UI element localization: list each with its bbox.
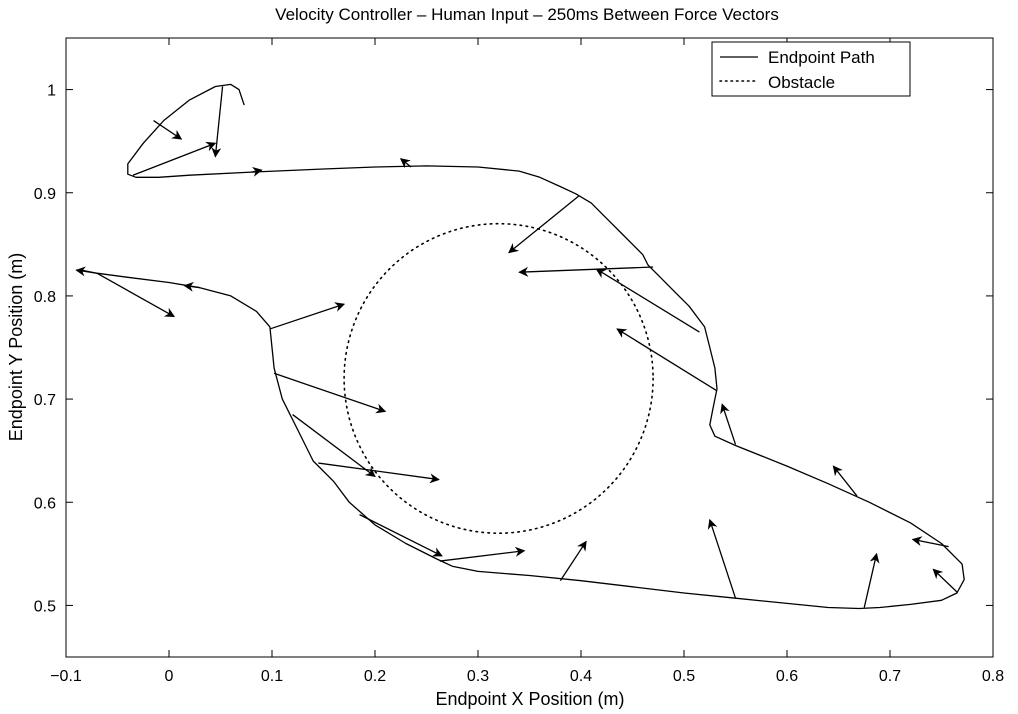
force-vector-arrow: [559, 540, 587, 582]
force-vector-arrow: [595, 268, 700, 333]
obstacle-circle: [343, 222, 654, 535]
legend-label-endpoint-path: Endpoint Path: [768, 48, 875, 67]
obstacle-layer: [343, 222, 654, 535]
x-tick-label: −0.1: [50, 668, 82, 685]
force-vector-arrow: [211, 86, 224, 158]
x-tick-label: 0: [165, 668, 174, 685]
force-vector-arrow: [359, 514, 443, 557]
force-vector-arrow: [616, 328, 718, 392]
force-vector-arrow: [932, 568, 958, 593]
force-vector-arrow: [720, 403, 737, 445]
y-tick-label: 0.9: [34, 186, 56, 203]
force-vector-arrow: [273, 372, 387, 414]
force-vector-arrow: [911, 536, 949, 548]
chart-title: Velocity Controller – Human Input – 250m…: [275, 5, 779, 24]
force-vector-arrow: [439, 546, 526, 562]
legend: Endpoint Path Obstacle: [711, 41, 911, 97]
force-vector-arrow: [863, 552, 880, 608]
force-vector-arrow: [75, 266, 97, 277]
legend-label-obstacle: Obstacle: [768, 73, 835, 92]
y-axis-ticks: 0.5 0.6 0.7 0.8 0.9 1: [34, 83, 993, 615]
x-tick-label: 0.2: [364, 668, 386, 685]
legend-box: [711, 41, 911, 97]
x-tick-label: 0.7: [879, 668, 901, 685]
force-vector-arrow: [132, 141, 217, 176]
force-vector-arrow: [183, 281, 200, 292]
x-tick-label: 0.5: [673, 668, 695, 685]
force-vector-arrow: [318, 462, 440, 484]
path-layer: [76, 83, 965, 610]
y-axis-label: Endpoint Y Position (m): [6, 253, 26, 441]
x-tick-label: 0.1: [261, 668, 283, 685]
force-vector-arrow: [518, 266, 654, 277]
plot-area: [65, 37, 994, 658]
y-tick-label: 0.8: [34, 289, 56, 306]
x-tick-label: 0.3: [467, 668, 489, 685]
x-axis-label: Endpoint X Position (m): [435, 689, 624, 709]
force-vector-arrow: [292, 414, 376, 478]
force-vector-arrow: [832, 465, 858, 497]
y-tick-label: 0.5: [34, 598, 56, 615]
x-tick-label: 0.6: [776, 668, 798, 685]
x-tick-label: 0.8: [982, 668, 1004, 685]
x-tick-label: 0.4: [570, 668, 592, 685]
force-vector-arrow: [508, 195, 580, 254]
force-vector-arrow: [96, 272, 176, 318]
force-vector-arrow: [399, 158, 412, 169]
force-vector-arrow: [251, 166, 263, 177]
endpoint-path-line: [76, 83, 965, 610]
force-vector-layer: [75, 86, 958, 608]
x-axis-ticks: −0.1 0 0.1 0.2 0.3 0.4 0.5 0.6 0.7 0.8: [50, 38, 1004, 685]
y-tick-label: 1: [47, 83, 56, 100]
force-vector-arrow: [269, 302, 346, 330]
y-tick-label: 0.6: [34, 495, 56, 512]
force-vector-arrow: [707, 518, 737, 599]
y-tick-label: 0.7: [34, 392, 56, 409]
force-vector-arrow: [153, 119, 183, 140]
